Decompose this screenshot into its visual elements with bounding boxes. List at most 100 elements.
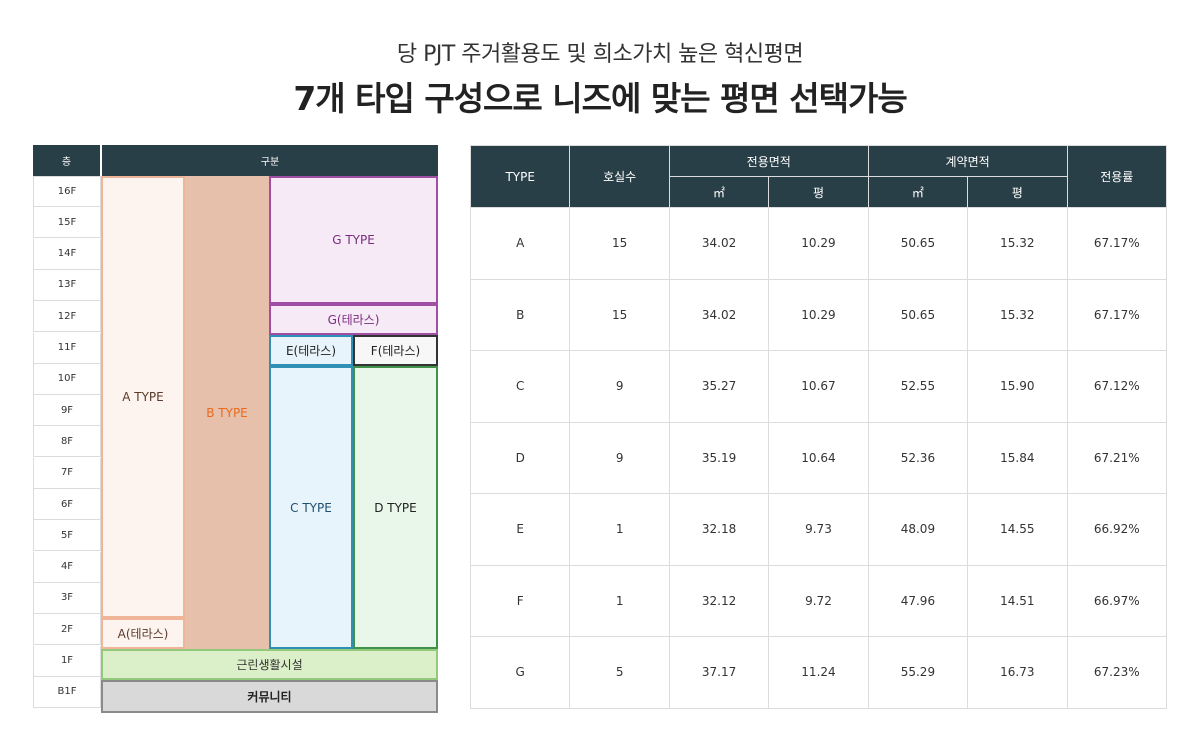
table-cell-ct-py: 15.90: [967, 350, 1068, 423]
table-body: A 15 34.02 10.29 50.65 15.32 67.17% B 15 34.02 10.…: [469, 207, 1168, 709]
floor-label: 5F: [33, 520, 101, 552]
table-cell-ex-py: 10.67: [768, 350, 869, 423]
table-cell-ratio: 67.12%: [1066, 350, 1168, 423]
table-cell-ratio: 66.92%: [1066, 493, 1168, 566]
table-cell-type: C: [469, 350, 571, 423]
header-exclusive: 전용면적: [668, 145, 869, 177]
table-cell-type: G: [469, 636, 571, 709]
floor-label: 1F: [33, 645, 101, 677]
table-cell-ex-py: 10.64: [768, 421, 869, 494]
table-cell-units: 5: [569, 636, 670, 709]
table-cell-units: 1: [569, 564, 670, 637]
floor-label: 7F: [33, 457, 101, 489]
floor-label: 10F: [33, 363, 101, 395]
floor-label: 3F: [33, 582, 101, 614]
table-cell-type: D: [469, 421, 571, 494]
floor-label: 9F: [33, 395, 101, 427]
block-f-terrace: F(테라스): [353, 335, 438, 366]
table-row: B 15 34.02 10.29 50.65 15.32 67.17%: [469, 278, 1168, 351]
table-cell-ct-py: 14.51: [967, 564, 1068, 637]
floor-label: 4F: [33, 551, 101, 583]
table-cell-type: B: [469, 278, 571, 351]
table-cell-type: F: [469, 564, 571, 637]
floor-label: 6F: [33, 489, 101, 520]
area-table: TYPE 호실수 전용면적 계약면적 전용률 ㎡ 평 ㎡ 평 A 15 34.02 1…: [469, 145, 1168, 709]
block-b-type: B TYPE: [185, 176, 269, 649]
table-cell-ex-sqm: 37.17: [668, 636, 770, 709]
table-row: E 1 32.18 9.73 48.09 14.55 66.92%: [469, 493, 1168, 566]
table-cell-ex-py: 11.24: [768, 636, 869, 709]
block-g-terrace: G(테라스): [269, 304, 438, 335]
table-cell-units: 15: [569, 207, 670, 280]
page-title: 7개 타입 구성으로 니즈에 맞는 평면 선택가능: [293, 79, 907, 118]
table-cell-ex-sqm: 35.27: [668, 350, 770, 423]
block-kiosk: 커뮤니티: [101, 680, 438, 713]
floor-label: 13F: [33, 269, 101, 301]
table-cell-ct-py: 14.55: [967, 493, 1068, 566]
table-cell-ex-sqm: 32.18: [668, 493, 770, 566]
table-cell-ct-sqm: 55.29: [867, 636, 969, 709]
table-cell-ct-sqm: 52.36: [867, 421, 969, 494]
block-e-terrace: E(테라스): [269, 335, 353, 366]
header-contract: 계약면적: [867, 145, 1068, 177]
table-cell-ex-py: 9.72: [768, 564, 869, 637]
floor-label: 12F: [33, 301, 101, 333]
header-contract-sqm: ㎡: [867, 176, 969, 208]
table-cell-ratio: 67.17%: [1066, 278, 1168, 351]
floor-label: 14F: [33, 238, 101, 270]
table-cell-ratio: 67.17%: [1066, 207, 1168, 280]
table-row: F 1 32.12 9.72 47.96 14.51 66.97%: [469, 564, 1168, 637]
table-cell-ratio: 66.97%: [1066, 564, 1168, 637]
header-contract-pyeong: 평: [967, 176, 1068, 208]
table-cell-ct-py: 15.32: [967, 207, 1068, 280]
table-row: C 9 35.27 10.67 52.55 15.90 67.12%: [469, 350, 1168, 423]
table-cell-ex-py: 10.29: [768, 278, 869, 351]
floor-label: 15F: [33, 207, 101, 239]
floor-plan: 층 구분 16F 15F 14F 13F 12F 11F 10F 9F 8F 7F 6F 5F 4F 3F…: [33, 145, 438, 713]
table-cell-type: E: [469, 493, 571, 566]
floor-label: 8F: [33, 426, 101, 458]
table-cell-ct-py: 15.84: [967, 421, 1068, 494]
floor-label: 2F: [33, 614, 101, 646]
block-a-type: A TYPE: [101, 176, 185, 618]
header-units: 호실수: [569, 145, 670, 208]
table-cell-units: 9: [569, 350, 670, 423]
table-cell-ct-py: 16.73: [967, 636, 1068, 709]
table-cell-ex-sqm: 34.02: [668, 278, 770, 351]
floor-label: 11F: [33, 332, 101, 364]
table-cell-ct-sqm: 48.09: [867, 493, 969, 566]
block-community: 근린생활시설: [101, 649, 438, 680]
floor-header: 층: [33, 145, 101, 176]
table-cell-ex-py: 9.73: [768, 493, 869, 566]
floor-label: B1F: [33, 676, 101, 708]
table-cell-units: 15: [569, 278, 670, 351]
header-exclusive-pyeong: 평: [768, 176, 869, 208]
table-cell-ct-sqm: 52.55: [867, 350, 969, 423]
table-row: D 9 35.19 10.64 52.36 15.84 67.21%: [469, 421, 1168, 494]
table-row: A 15 34.02 10.29 50.65 15.32 67.17%: [469, 207, 1168, 280]
block-c-type: C TYPE: [269, 366, 353, 649]
page-subtitle: 당 PJT 주거활용도 및 희소가치 높은 혁신평면: [396, 42, 804, 67]
table-cell-ratio: 67.21%: [1066, 421, 1168, 494]
table-cell-ct-sqm: 50.65: [867, 207, 969, 280]
table-cell-units: 1: [569, 493, 670, 566]
division-header: 구분: [102, 145, 438, 176]
table-cell-type: A: [469, 207, 571, 280]
table-cell-ratio: 67.23%: [1066, 636, 1168, 709]
table-cell-ex-py: 10.29: [768, 207, 869, 280]
block-g-type: G TYPE: [269, 176, 438, 304]
header-type: TYPE: [469, 145, 571, 208]
floor-label: 16F: [33, 176, 101, 207]
table-cell-units: 9: [569, 421, 670, 494]
table-cell-ct-sqm: 47.96: [867, 564, 969, 637]
table-cell-ct-py: 15.32: [967, 278, 1068, 351]
block-d-type: D TYPE: [353, 366, 438, 649]
header-exclusive-sqm: ㎡: [668, 176, 770, 208]
header-ratio: 전용률: [1066, 145, 1168, 208]
table-cell-ex-sqm: 35.19: [668, 421, 770, 494]
block-a-terrace: A(테라스): [101, 618, 185, 649]
table-cell-ct-sqm: 50.65: [867, 278, 969, 351]
table-cell-ex-sqm: 34.02: [668, 207, 770, 280]
table-cell-ex-sqm: 32.12: [668, 564, 770, 637]
table-row: G 5 37.17 11.24 55.29 16.73 67.23%: [469, 636, 1168, 709]
